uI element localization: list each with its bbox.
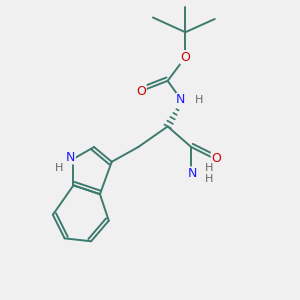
Text: N: N (176, 93, 186, 106)
Text: H: H (205, 163, 213, 173)
Text: O: O (136, 85, 146, 98)
Text: O: O (211, 152, 221, 165)
Text: H: H (55, 163, 63, 173)
Text: N: N (66, 151, 75, 164)
Text: H: H (205, 174, 213, 184)
Text: H: H (195, 95, 203, 105)
Text: N: N (188, 167, 197, 180)
Text: O: O (180, 51, 190, 64)
